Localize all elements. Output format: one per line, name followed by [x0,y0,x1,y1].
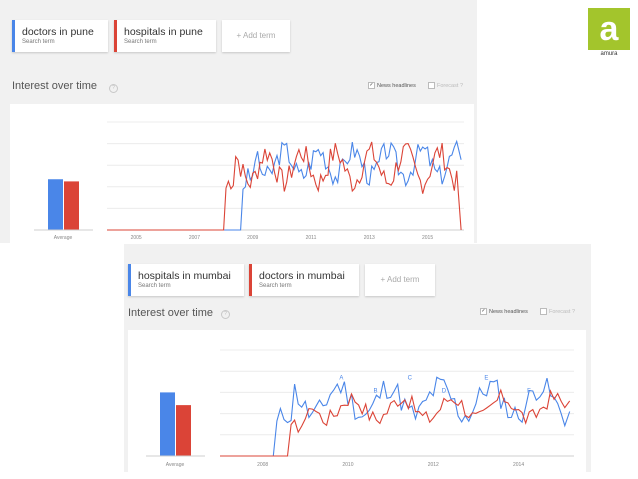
forecast-label: Forecast [549,308,571,315]
average-bar-blue [48,179,63,230]
x-tick-label: 2005 [131,235,142,241]
annotation-label: E [484,376,488,382]
series-line-red [220,388,571,457]
forecast-option[interactable]: Forecast ? [428,82,463,89]
x-tick-label: 2011 [306,235,317,241]
trends-panel-pune: doctors in pune Search term hospitals in… [0,0,477,243]
forecast-info-icon[interactable]: ? [459,82,463,89]
term-chip-hospitals-pune[interactable]: hospitals in pune Search term [114,20,216,52]
term-sub: Search term [259,283,292,289]
series-line-blue [220,376,571,457]
annotation-label: A [339,376,343,382]
annotation-label: F [527,388,531,394]
term-name: hospitals in pune [124,26,203,38]
logo-brand-text: amura [600,51,618,57]
logo-mark: a [600,10,620,48]
average-bar-red [64,181,79,230]
average-bar-red [176,405,191,456]
checkbox-checked-icon[interactable]: ✓ [368,82,375,89]
average-label: Average [166,462,185,468]
x-tick-label: 2010 [342,462,353,468]
x-tick-label: 2014 [513,462,524,468]
term-name: doctors in pune [22,26,94,38]
annotation-label: D [442,388,447,394]
news-headlines-option[interactable]: ✓ News headlines [368,82,416,89]
news-headlines-label: News headlines [489,308,528,315]
x-tick-label: 2015 [422,235,433,241]
average-bar-blue [160,392,175,456]
add-term-button[interactable]: + Add term [222,20,290,52]
trends-panel-mumbai: hospitals in mumbai Search term doctors … [124,244,591,472]
add-term-button[interactable]: + Add term [365,264,435,296]
term-chip-doctors-mumbai[interactable]: doctors in mumbai Search term [249,264,359,296]
term-name: doctors in mumbai [259,270,345,282]
x-tick-label: 2013 [364,235,375,241]
news-headlines-label: News headlines [377,82,416,89]
chart-area: Average 2005 2007 2009 2011 2013 2015 [10,104,474,243]
forecast-info-icon[interactable]: ? [571,308,575,315]
x-tick-label: 2012 [428,462,439,468]
interest-chart-mumbai: Average 2008 2010 2012 2014 A B C D E F [146,349,574,468]
annotation-label: B [374,388,378,394]
interest-chart-pune: Average 2005 2007 2009 2011 2013 2015 [34,121,464,241]
chart-area: Average 2008 2010 2012 2014 A B C D E F [128,330,586,472]
term-sub: Search term [138,283,171,289]
term-sub: Search term [124,39,157,45]
forecast-label: Forecast [437,82,459,89]
checkbox-checked-icon[interactable]: ✓ [480,308,487,315]
interest-title: Interest over time [12,80,97,92]
average-label: Average [54,235,73,241]
interest-title: Interest over time [128,307,213,319]
series-line-red [107,141,462,231]
checkbox-icon[interactable] [540,308,547,315]
term-name: hospitals in mumbai [138,270,231,282]
term-sub: Search term [22,39,55,45]
checkbox-icon[interactable] [428,82,435,89]
term-chip-doctors-pune[interactable]: doctors in pune Search term [12,20,108,52]
x-tick-label: 2007 [189,235,200,241]
info-icon[interactable]: ? [221,310,230,319]
term-chip-hospitals-mumbai[interactable]: hospitals in mumbai Search term [128,264,244,296]
amura-logo: a [588,8,630,50]
x-tick-label: 2009 [247,235,258,241]
annotation-label: C [408,376,413,382]
x-tick-label: 2008 [257,462,268,468]
news-headlines-option[interactable]: ✓ News headlines [480,308,528,315]
forecast-option[interactable]: Forecast ? [540,308,575,315]
info-icon[interactable]: ? [109,84,118,93]
